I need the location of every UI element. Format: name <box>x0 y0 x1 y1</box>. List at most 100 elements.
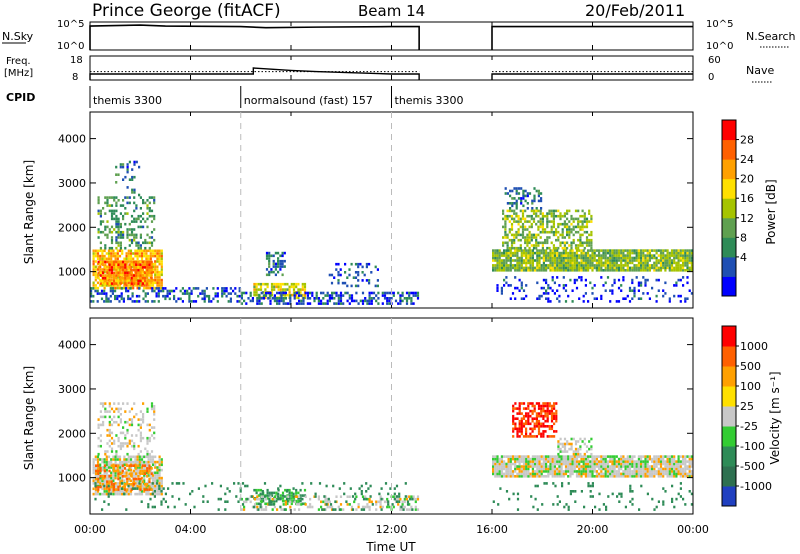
power-cell <box>304 291 307 295</box>
y-tick-label: 2000 <box>58 427 86 440</box>
velocity-cell <box>154 476 157 480</box>
velocity-cell <box>518 419 521 423</box>
power-cell <box>154 260 157 263</box>
power-cell <box>668 251 671 255</box>
power-cell <box>686 269 689 272</box>
power-cell <box>522 269 526 272</box>
velocity-cell <box>500 472 503 476</box>
velocity-cell <box>611 492 614 496</box>
power-cell <box>103 249 106 253</box>
velocity-cell <box>128 477 131 481</box>
velocity-cell <box>547 467 550 471</box>
power-cell <box>154 262 157 266</box>
power-cell <box>569 269 572 272</box>
power-cell <box>555 246 558 250</box>
velocity-cell <box>96 492 100 496</box>
power-cell <box>337 297 340 300</box>
velocity-cell <box>552 503 555 506</box>
velocity-cell <box>492 455 495 458</box>
power-cell <box>548 220 551 223</box>
velocity-cell <box>380 508 383 511</box>
power-cbar-band <box>722 276 736 297</box>
velocity-cell <box>148 423 151 427</box>
power-cell <box>546 220 549 223</box>
velocity-cell <box>104 410 107 413</box>
velocity-cell <box>575 455 579 458</box>
y-tick-label: 4000 <box>58 339 86 352</box>
velocity-cell <box>540 425 543 428</box>
power-cell <box>147 249 150 253</box>
power-cell <box>315 297 318 300</box>
velocity-cell <box>110 476 113 480</box>
power-cell <box>281 254 284 258</box>
power-cell <box>545 297 548 300</box>
power-cell <box>151 289 154 293</box>
velocity-cell <box>514 407 517 410</box>
power-cell <box>96 249 100 253</box>
velocity-cell <box>595 457 598 461</box>
velocity-cell <box>259 492 262 496</box>
velocity-cell <box>631 472 634 476</box>
power-cell <box>106 196 109 199</box>
velocity-cell <box>670 472 674 476</box>
power-cell <box>496 261 499 265</box>
velocity-cell <box>507 460 510 463</box>
power-cell <box>509 266 512 270</box>
power-cell <box>564 289 568 292</box>
power-cell <box>507 259 510 262</box>
power-cell <box>278 299 281 303</box>
power-cell <box>522 204 525 208</box>
velocity-cell <box>584 460 587 463</box>
velocity-cell <box>119 472 122 475</box>
velocity-cell <box>644 457 647 461</box>
power-cell <box>253 293 256 297</box>
power-cell <box>154 265 157 269</box>
velocity-cell <box>117 485 120 489</box>
velocity-cell <box>132 474 135 477</box>
power-cell <box>679 278 682 282</box>
power-cell <box>301 288 304 291</box>
velocity-cell <box>150 488 153 491</box>
velocity-cell <box>622 462 625 466</box>
velocity-cell <box>178 497 181 501</box>
velocity-cell <box>548 402 551 405</box>
velocity-cell <box>270 491 274 495</box>
velocity-cell <box>566 450 569 453</box>
power-cell <box>519 225 522 229</box>
power-cell <box>640 281 643 285</box>
velocity-cell <box>550 404 554 408</box>
velocity-cell <box>688 457 691 461</box>
power-cell <box>108 271 111 275</box>
velocity-cell <box>403 505 406 509</box>
velocity-cell <box>548 425 551 428</box>
power-cell <box>127 284 130 287</box>
velocity-cell <box>675 462 678 466</box>
velocity-cell <box>512 419 515 423</box>
power-cell <box>571 264 574 267</box>
velocity-cell <box>106 485 109 489</box>
power-cell <box>274 265 277 268</box>
power-cell <box>509 284 512 287</box>
power-cell <box>609 264 612 267</box>
power-cell <box>342 294 345 297</box>
power-cell <box>221 294 224 298</box>
velocity-cell <box>121 464 124 467</box>
power-cell <box>256 299 259 303</box>
velocity-cell <box>123 467 127 470</box>
power-cell <box>526 236 529 239</box>
velocity-cell <box>637 472 640 476</box>
power-cell <box>548 236 551 239</box>
power-cell <box>677 264 680 267</box>
power-cell <box>298 294 301 297</box>
power-cell <box>569 259 572 262</box>
power-cell <box>158 273 161 277</box>
velocity-cell <box>411 497 414 501</box>
power-cell <box>604 281 607 285</box>
velocity-cell <box>629 490 632 493</box>
velocity-cell <box>393 487 396 490</box>
power-cell <box>682 256 685 260</box>
velocity-cell <box>637 475 640 478</box>
power-cell <box>578 254 581 257</box>
power-cell <box>521 233 525 237</box>
power-cell <box>157 287 160 290</box>
